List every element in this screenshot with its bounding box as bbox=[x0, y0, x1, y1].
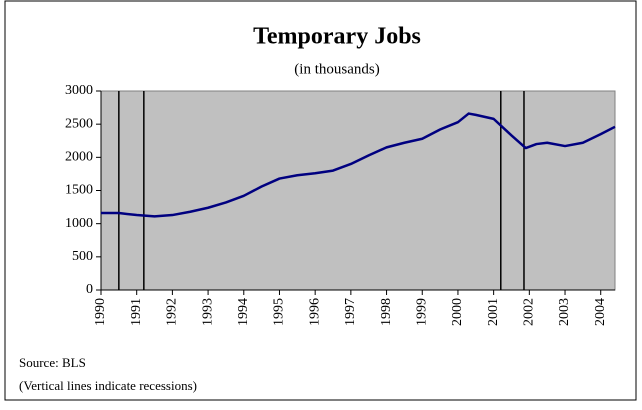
source: Source: BLS bbox=[19, 355, 86, 370]
y-tick-label: 1500 bbox=[65, 183, 93, 198]
y-tick-label: 2000 bbox=[65, 150, 93, 165]
y-tick-label: 0 bbox=[86, 282, 93, 297]
x-tick-label: 1993 bbox=[200, 298, 215, 326]
x-tick-label: 1990 bbox=[93, 298, 108, 326]
plot-area bbox=[100, 90, 616, 291]
x-tick-label: 1997 bbox=[343, 298, 358, 326]
x-tick-label: 1995 bbox=[272, 298, 287, 326]
x-tick-label: 1998 bbox=[379, 298, 394, 326]
y-tick-label: 3000 bbox=[65, 83, 93, 98]
chart-title: Temporary Jobs bbox=[253, 24, 421, 50]
y-tick-label: 500 bbox=[72, 249, 93, 264]
x-tick-label: 2003 bbox=[557, 298, 572, 326]
x-tick-label: 1996 bbox=[307, 298, 322, 326]
note: (Vertical lines indicate recessions) bbox=[19, 378, 197, 393]
x-tick-label: 1999 bbox=[414, 298, 429, 326]
chart-subtitle: (in thousands) bbox=[294, 61, 379, 77]
x-tick-label: 2000 bbox=[450, 298, 465, 326]
y-tick-label: 2500 bbox=[65, 116, 93, 131]
x-tick-label: 2004 bbox=[593, 298, 608, 326]
y-tick-label: 1000 bbox=[65, 216, 93, 231]
x-tick-label: 1992 bbox=[165, 298, 180, 326]
data-line bbox=[101, 112, 616, 218]
x-tick-label: 1991 bbox=[129, 298, 144, 326]
x-tick-label: 1994 bbox=[236, 298, 251, 326]
x-tick-label: 2001 bbox=[486, 298, 501, 326]
x-tick-label: 2002 bbox=[522, 298, 537, 326]
